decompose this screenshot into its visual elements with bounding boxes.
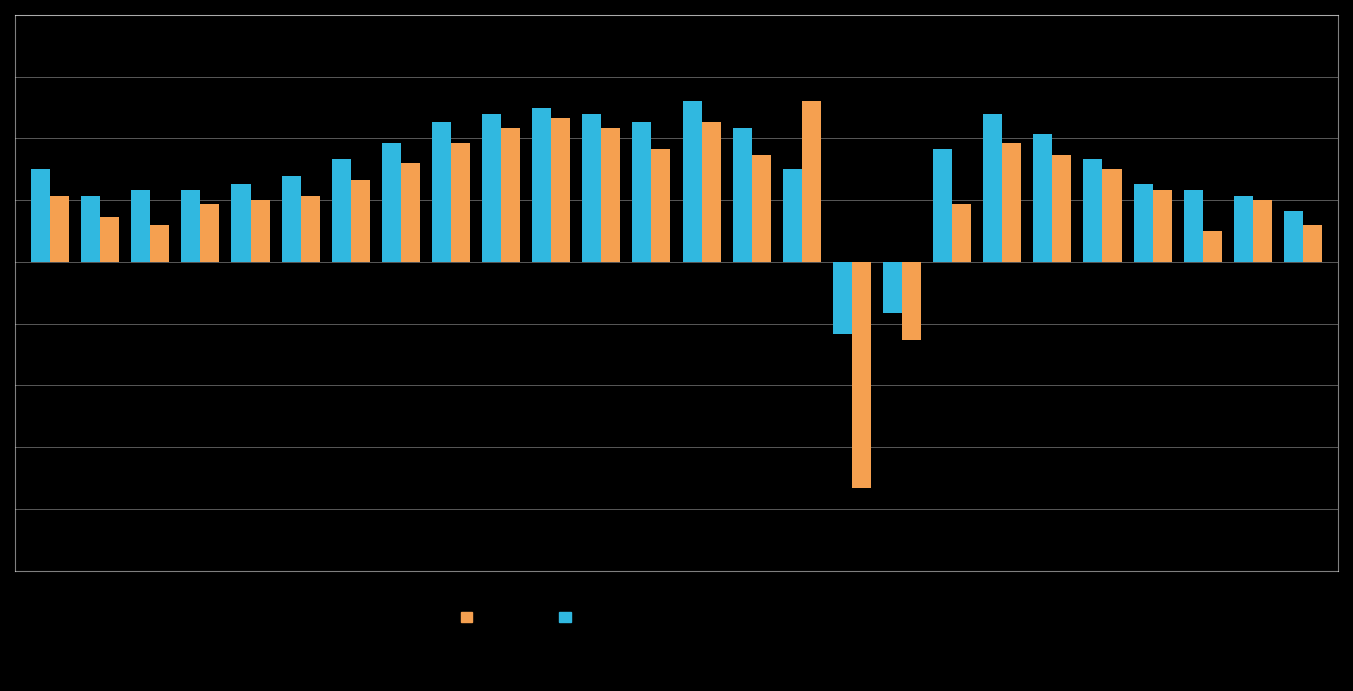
Bar xyxy=(300,196,319,262)
Bar xyxy=(1203,231,1222,262)
Bar xyxy=(31,169,50,262)
Bar xyxy=(582,114,601,262)
Bar xyxy=(200,205,219,262)
Bar xyxy=(601,129,621,262)
Bar xyxy=(501,129,520,262)
Bar xyxy=(732,129,752,262)
Bar xyxy=(1003,142,1022,262)
Bar xyxy=(50,196,69,262)
Bar xyxy=(884,262,902,314)
Bar xyxy=(833,262,852,334)
Bar xyxy=(350,180,369,262)
Bar xyxy=(1303,225,1322,262)
Legend: , : , xyxy=(455,605,580,630)
Bar xyxy=(551,118,570,262)
Bar xyxy=(1134,184,1153,262)
Bar xyxy=(702,122,721,262)
Bar xyxy=(532,108,551,262)
Bar xyxy=(451,142,469,262)
Bar xyxy=(934,149,953,262)
Bar xyxy=(1253,200,1272,262)
Bar xyxy=(150,225,169,262)
Bar xyxy=(802,102,821,262)
Bar xyxy=(181,190,200,262)
Bar xyxy=(682,102,702,262)
Bar xyxy=(100,217,119,262)
Bar xyxy=(953,205,971,262)
Bar xyxy=(752,155,771,262)
Bar xyxy=(131,190,150,262)
Bar xyxy=(651,149,671,262)
Bar xyxy=(1053,155,1072,262)
Bar xyxy=(852,262,871,489)
Bar xyxy=(81,196,100,262)
Bar xyxy=(984,114,1003,262)
Bar xyxy=(902,262,921,340)
Bar xyxy=(382,142,400,262)
Bar xyxy=(1284,211,1303,262)
Bar xyxy=(1034,134,1053,262)
Bar xyxy=(783,169,802,262)
Bar xyxy=(1084,159,1103,262)
Bar xyxy=(632,122,651,262)
Bar xyxy=(1234,196,1253,262)
Bar xyxy=(281,176,300,262)
Bar xyxy=(432,122,451,262)
Bar xyxy=(331,159,350,262)
Bar xyxy=(482,114,501,262)
Bar xyxy=(1103,169,1122,262)
Bar xyxy=(400,163,419,262)
Bar xyxy=(1153,190,1172,262)
Bar xyxy=(250,200,269,262)
Bar xyxy=(1184,190,1203,262)
Bar xyxy=(231,184,250,262)
